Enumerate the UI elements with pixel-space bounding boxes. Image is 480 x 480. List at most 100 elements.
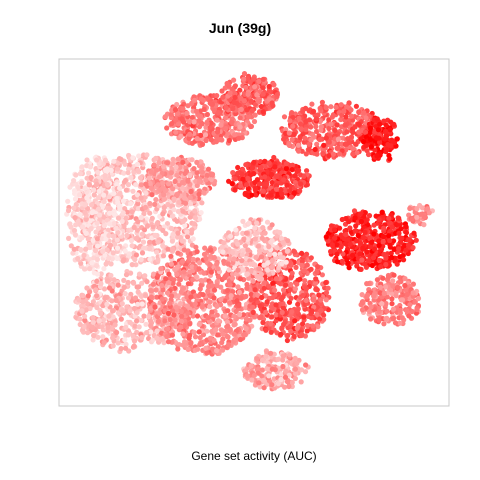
scatter-point (243, 261, 249, 267)
scatter-point (345, 237, 351, 243)
scatter-point (362, 129, 369, 135)
scatter-point (323, 290, 330, 296)
scatter-point (121, 257, 127, 263)
scatter-point (290, 123, 296, 129)
scatter-point (131, 280, 137, 286)
scatter-point (273, 186, 280, 192)
scatter-point (256, 78, 262, 84)
scatter-point (314, 128, 320, 135)
scatter-point (387, 156, 393, 162)
scatter-point (128, 237, 135, 244)
scatter-point (169, 321, 175, 327)
scatter-point (94, 278, 100, 284)
scatter-point (287, 287, 293, 293)
scatter-point (381, 291, 387, 297)
scatter-point (142, 204, 149, 210)
scatter-point (404, 287, 410, 293)
scatter-point (286, 130, 292, 136)
scatter-point (214, 283, 220, 289)
scatter-point (148, 294, 154, 300)
scatter-point (123, 215, 129, 221)
scatter-point (297, 188, 303, 194)
scatter-point (238, 295, 244, 301)
scatter-point (362, 261, 368, 267)
scatter-point (205, 288, 211, 294)
scatter-point (191, 119, 197, 125)
scatter-point (112, 212, 118, 218)
scatter-point (177, 324, 184, 330)
scatter-point (182, 222, 188, 229)
scatter-point (244, 107, 250, 113)
scatter-point (252, 187, 258, 193)
points-layer (64, 71, 435, 392)
scatter-point (269, 222, 275, 228)
scatter-point (286, 141, 292, 148)
scatter-point (295, 142, 301, 148)
scatter-point (264, 181, 270, 187)
scatter-point (346, 100, 352, 106)
scatter-point (383, 133, 390, 139)
scatter-point (333, 104, 339, 110)
scatter-point (258, 271, 264, 277)
scatter-point (304, 322, 311, 329)
scatter-point (343, 114, 349, 120)
scatter-point (260, 109, 266, 115)
scatter-point (154, 221, 160, 227)
scatter-point (131, 343, 137, 349)
scatter-point (189, 264, 195, 270)
scatter-point (130, 188, 136, 194)
scatter-point (321, 312, 327, 318)
scatter-point (102, 295, 108, 301)
scatter-point (232, 176, 238, 182)
scatter-point (170, 280, 176, 286)
scatter-point (359, 257, 365, 263)
scatter-point (101, 223, 107, 229)
scatter-point (287, 187, 293, 194)
scatter-point (344, 129, 350, 135)
scatter-point (217, 136, 224, 143)
scatter-point (230, 249, 236, 256)
scatter-point (390, 306, 396, 312)
scatter-point (81, 252, 87, 258)
scatter-point (377, 290, 383, 296)
scatter-point (180, 342, 186, 348)
scatter-point (358, 266, 364, 272)
scatter-point (155, 318, 161, 324)
scatter-point (163, 276, 169, 282)
scatter-point (247, 317, 253, 323)
scatter-point (161, 205, 167, 211)
scatter-point (91, 187, 97, 193)
scatter-point (273, 183, 280, 189)
scatter-point (297, 134, 303, 140)
scatter-point (93, 287, 99, 293)
scatter-point (270, 295, 276, 301)
scatter-point (373, 260, 379, 266)
scatter-point (274, 92, 280, 98)
scatter-point (386, 215, 392, 221)
scatter-point (98, 281, 104, 287)
scatter-point (111, 158, 117, 164)
scatter-point (280, 305, 286, 311)
scatter-point (132, 295, 139, 301)
scatter-point (185, 310, 191, 317)
scatter-point (415, 295, 421, 302)
scatter-point (103, 236, 109, 242)
scatter-point (214, 332, 221, 338)
scatter-point (123, 345, 129, 351)
scatter-point (200, 292, 206, 298)
scatter-point (204, 350, 210, 356)
scatter-point (263, 327, 269, 333)
scatter-point (308, 266, 314, 272)
scatter-point (264, 299, 270, 305)
scatter-point (120, 210, 126, 216)
scatter-point (272, 251, 278, 257)
scatter-point (215, 266, 221, 272)
scatter-point (310, 108, 317, 114)
scatter-point (224, 319, 230, 325)
scatter-point (76, 297, 82, 303)
scatter-point (209, 309, 215, 315)
scatter-point (252, 112, 258, 118)
scatter-point (73, 172, 79, 178)
scatter-point (94, 304, 100, 311)
scatter-point (294, 325, 300, 331)
